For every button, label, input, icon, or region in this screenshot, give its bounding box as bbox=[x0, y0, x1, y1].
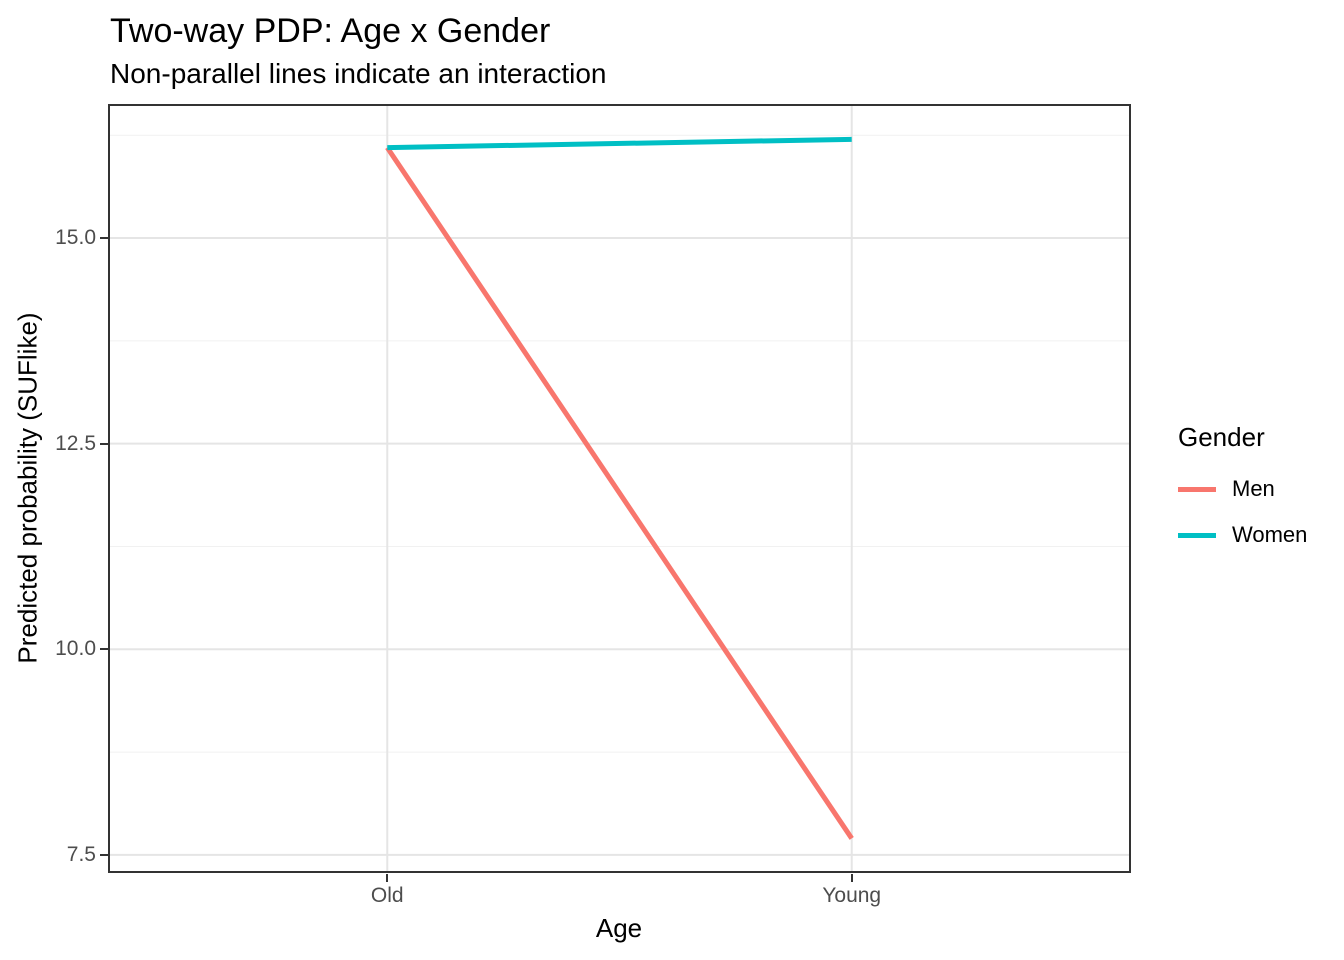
legend-label: Men bbox=[1232, 476, 1275, 501]
x-tick-label: Young bbox=[822, 884, 882, 907]
x-tick-label: Old bbox=[370, 884, 404, 907]
plot-canvas bbox=[108, 104, 1131, 873]
y-tick-label: 12.5 bbox=[55, 431, 96, 455]
x-axis-title: Age bbox=[595, 913, 643, 943]
y-tick-mark bbox=[100, 237, 108, 240]
legend: Gender Men Women bbox=[1178, 422, 1307, 558]
plot-title: Two-way PDP: Age x Gender bbox=[110, 12, 551, 50]
plot-panel bbox=[108, 104, 1131, 873]
y-tick-label: 10.0 bbox=[55, 637, 96, 661]
y-tick-mark bbox=[100, 853, 108, 856]
legend-item-women: Women bbox=[1178, 512, 1307, 558]
legend-label: Women bbox=[1232, 522, 1308, 547]
x-tick-mark bbox=[850, 874, 853, 882]
legend-title: Gender bbox=[1178, 422, 1265, 452]
legend-key-line bbox=[1178, 532, 1216, 538]
series-line-women bbox=[387, 136, 852, 151]
legend-key-line bbox=[1178, 486, 1216, 492]
y-tick-label: 7.5 bbox=[66, 842, 96, 866]
y-tick-label: 15.0 bbox=[55, 226, 96, 250]
y-tick-mark bbox=[100, 648, 108, 651]
y-tick-mark bbox=[100, 442, 108, 445]
y-axis-title: Predicted probability (SUFlike) bbox=[12, 312, 43, 664]
legend-items: Men Women bbox=[1178, 466, 1307, 558]
panel-border bbox=[108, 104, 1131, 873]
legend-item-men: Men bbox=[1178, 466, 1307, 512]
series-line-men bbox=[385, 146, 854, 840]
plot-subtitle: Non-parallel lines indicate an interacti… bbox=[110, 58, 607, 89]
x-tick-mark bbox=[386, 874, 389, 882]
